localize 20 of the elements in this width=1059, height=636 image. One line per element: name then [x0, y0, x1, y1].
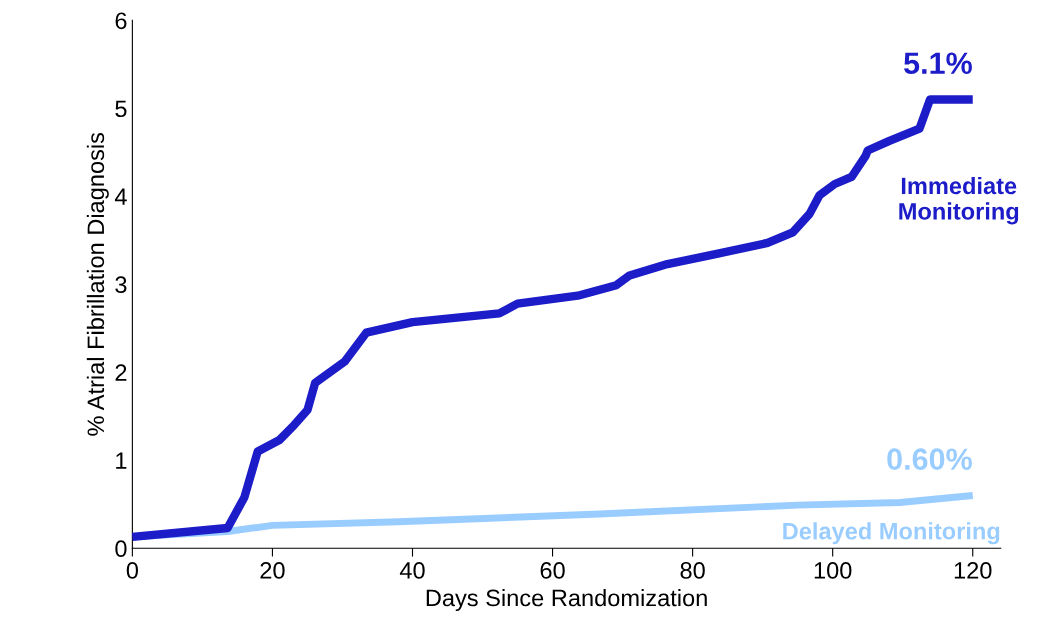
y-axis-title: % Atrial Fibrillation Diagnosis [86, 132, 109, 436]
x-tick-label: 60 [540, 562, 565, 579]
annotation: 0.60% [887, 448, 972, 470]
y-tick-label: 4 [114, 188, 127, 205]
y-tick-label: 1 [116, 452, 127, 469]
y-tick-label: 2 [115, 364, 127, 381]
x-tick-label: 120 [954, 562, 992, 579]
y-tick-label: 0 [115, 540, 127, 558]
x-tick-label: 20 [260, 562, 285, 579]
annotation: 5.1% [904, 52, 972, 75]
y-tick-label: 3 [115, 276, 127, 294]
x-tick-label: 40 [399, 562, 425, 579]
series-label: Immediate Monitoring [899, 176, 1019, 225]
series-label: Delayed Monitoring [783, 522, 1000, 545]
x-tick-label: 100 [814, 562, 852, 579]
x-tick-label: 80 [680, 562, 705, 579]
y-tick-label: 5 [115, 100, 127, 118]
x-tick-label: 0 [126, 562, 139, 579]
x-axis-title: Days Since Randomization [426, 588, 707, 611]
y-tick-label: 6 [115, 12, 127, 30]
